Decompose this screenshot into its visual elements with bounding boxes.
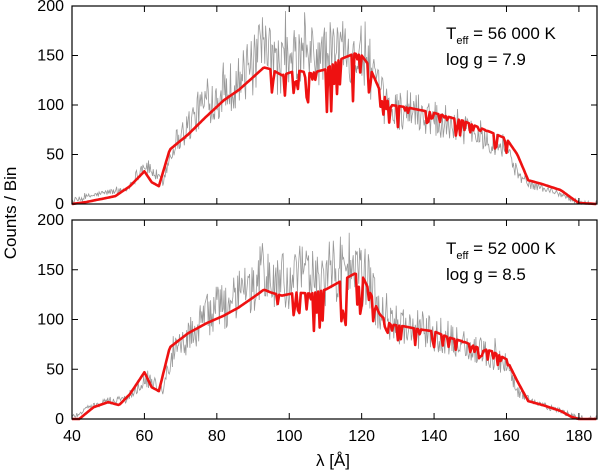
top-plot-frame — [71, 5, 598, 205]
xtick-label: 140 — [421, 428, 448, 445]
top-logg-annotation: log g = 7.9 — [446, 50, 526, 69]
top-ytick-label: 0 — [55, 196, 64, 213]
bottom-teff-value: = 52 000 K — [468, 239, 556, 258]
top-teff-sub: eff — [456, 35, 469, 47]
bottom-logg-annotation: log g = 8.5 — [446, 265, 526, 284]
bottom-ytick-label: 150 — [37, 262, 64, 279]
top-teff-annotation: Teff = 56 000 K — [446, 24, 557, 47]
top-observed-layer — [71, 10, 598, 206]
top-ytick-label: 50 — [46, 147, 64, 164]
top-teff-value: = 56 000 K — [468, 24, 556, 43]
bottom-model-spectrum — [72, 272, 597, 421]
top-model-spectrum — [71, 52, 597, 206]
bottom-ytick-label: 200 — [37, 212, 64, 229]
top-ytick-label: 200 — [37, 0, 64, 15]
xtick-label: 160 — [493, 428, 520, 445]
bottom-plot-frame — [71, 219, 598, 420]
bottom-teff-annotation: Teff = 52 000 K — [446, 239, 557, 262]
xtick-label: 120 — [348, 428, 375, 445]
x-axis-label: λ [Å] — [316, 451, 350, 470]
bottom-ytick-label: 50 — [46, 361, 64, 378]
xtick-label: 100 — [276, 428, 303, 445]
top-observed-spectrum — [71, 10, 598, 206]
top-ytick-label: 150 — [37, 48, 64, 65]
bottom-teff-symbol: T — [446, 239, 456, 258]
xtick-label: 40 — [63, 428, 81, 445]
bottom-observed-layer — [71, 232, 598, 420]
bottom-observed-spectrum — [71, 232, 598, 420]
xtick-label: 80 — [208, 428, 226, 445]
xtick-label: 180 — [566, 428, 593, 445]
bottom-teff-sub: eff — [456, 250, 469, 262]
bottom-ticks-layer: 0 50 100 150 200 40 60 80 100 120 140 160 180 — [37, 212, 597, 445]
top-teff-symbol: T — [446, 24, 456, 43]
panel-top: 0 50 100 150 200 Teff = 56 000 K log g = 7.9 — [37, 0, 598, 213]
xtick-label: 60 — [136, 428, 154, 445]
bottom-ytick-label: 0 — [55, 411, 64, 428]
top-ytick-label: 100 — [37, 97, 64, 114]
panel-bottom: 0 50 100 150 200 40 60 80 100 120 140 160 180 Teff =… — [37, 212, 598, 445]
top-ticks-layer: 0 50 100 150 200 — [37, 0, 597, 213]
bottom-ytick-label: 100 — [37, 312, 64, 329]
y-axis-label: Counts / Bin — [1, 167, 20, 260]
bottom-model-layer — [72, 272, 597, 421]
top-model-layer — [71, 52, 597, 206]
